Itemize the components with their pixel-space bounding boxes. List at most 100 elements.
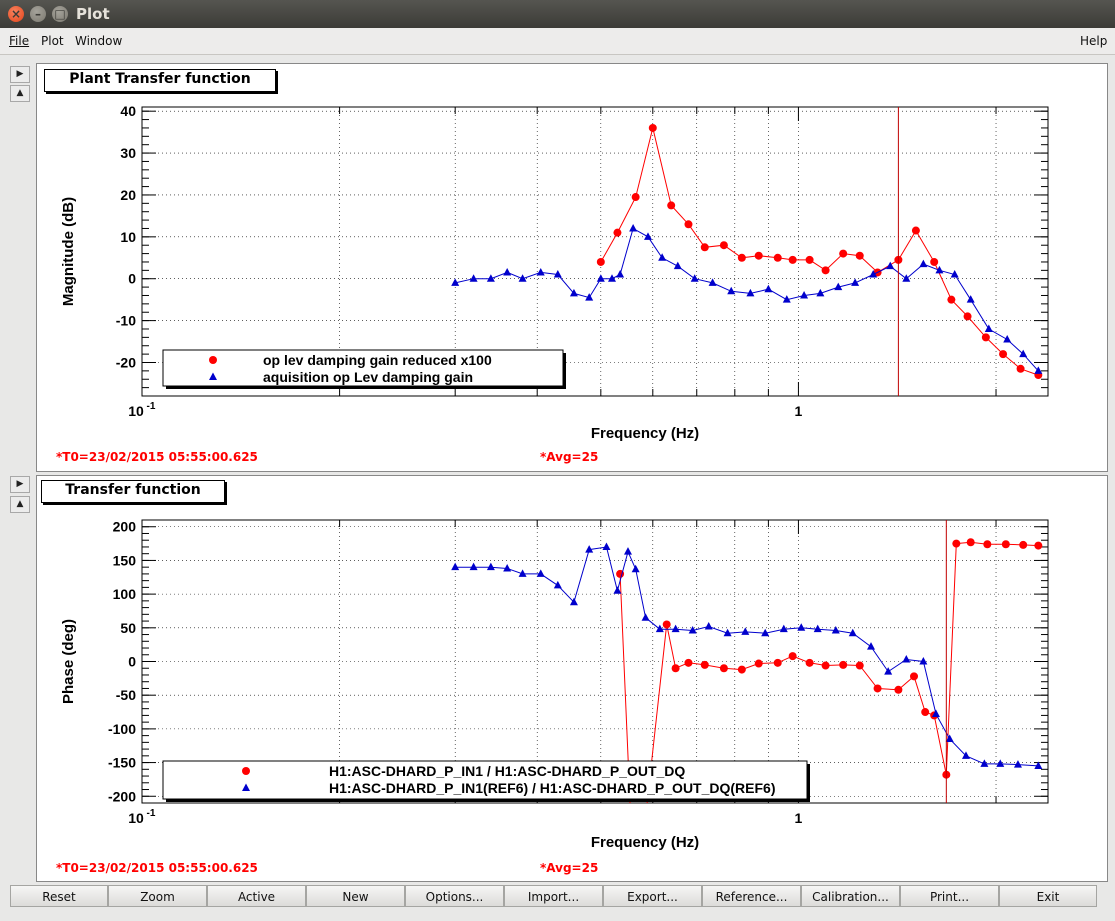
data-point (867, 642, 876, 650)
data-point (655, 624, 664, 633)
window-maximize-button[interactable]: □ (52, 6, 68, 22)
legend-label: op lev damping gain reduced x100 (263, 352, 492, 368)
data-point (684, 220, 693, 229)
pad2-expand-button[interactable]: ▶ (10, 476, 30, 493)
menu-help[interactable]: Help (1080, 34, 1107, 48)
pad1-avg-label: *Avg=25 (540, 450, 599, 464)
data-point (631, 193, 640, 202)
legend-box (162, 760, 808, 800)
legend-label: aquisition op Lev damping gain (263, 369, 473, 385)
pad2-collapse-button[interactable]: ▲ (10, 496, 30, 513)
data-point (469, 274, 478, 282)
data-point (746, 288, 755, 297)
window-close-button[interactable]: × (8, 6, 24, 22)
window-titlebar: × – □ Plot (0, 0, 1115, 28)
data-point (999, 350, 1008, 359)
data-point (945, 734, 954, 742)
reference-button[interactable]: Reference... (702, 885, 801, 907)
data-point (779, 624, 788, 633)
data-point (503, 267, 512, 276)
data-point (585, 545, 594, 553)
series-red (596, 123, 1043, 380)
new-button[interactable]: New (306, 885, 405, 907)
x-tick-exponent: -1 (147, 401, 156, 412)
pad2-title: Transfer function (41, 480, 225, 503)
y-axis: 200 150 100 50 0 -50 -100 -150 -200 (108, 519, 1048, 804)
zoom-button[interactable]: Zoom (108, 885, 207, 907)
series-blue (451, 542, 1043, 769)
y-tick-label: -100 (108, 721, 136, 737)
export-button[interactable]: Export... (603, 885, 702, 907)
legend[interactable]: H1:ASC-DHARD_P_IN1 / H1:ASC-DHARD_P_OUT_… (162, 760, 810, 802)
x-tick-label: 10 (128, 810, 144, 826)
data-point (1001, 540, 1010, 549)
data-point (764, 284, 773, 293)
x-tick-exponent: -1 (147, 808, 156, 819)
data-point (1019, 540, 1028, 549)
y-axis-label: Phase (deg) (60, 619, 77, 704)
menu-plot-label: Plot (41, 34, 64, 48)
window-minimize-button[interactable]: – (30, 6, 46, 22)
data-point (966, 295, 975, 303)
data-point (700, 660, 709, 669)
data-point (821, 661, 830, 670)
data-point (911, 226, 920, 235)
data-point (585, 293, 594, 301)
data-point (980, 759, 989, 767)
data-point (616, 270, 625, 278)
data-point (851, 278, 860, 286)
menu-window-label: Window (75, 34, 123, 48)
data-point (644, 232, 653, 240)
phase-chart[interactable]: 200 150 100 50 0 -50 -100 -150 -200 10 -1 1 Frequenc… (37, 476, 1107, 881)
data-point (688, 626, 697, 634)
data-point (607, 274, 616, 282)
y-tick-label: 150 (113, 552, 137, 568)
pad2-t0-label: *T0=23/02/2015 05:55:00.625 (56, 861, 258, 875)
menu-help-label: Help (1080, 34, 1108, 48)
data-point (469, 562, 478, 571)
series-red (616, 538, 1043, 820)
data-point (486, 562, 495, 571)
data-point (931, 709, 940, 718)
legend-label: H1:ASC-DHARD_P_IN1 / H1:ASC-DHARD_P_OUT_… (329, 763, 685, 779)
pad2-avg-label: *Avg=25 (540, 861, 599, 875)
series-blue (451, 223, 1043, 374)
legend[interactable]: op lev damping gain reduced x100aquisiti… (162, 349, 566, 389)
data-point (700, 243, 709, 252)
menu-window[interactable]: Window (75, 34, 122, 48)
data-point (1034, 366, 1043, 374)
plot-pad-1[interactable]: Plant Transfer function 40 30 20 10 0 -10 -20 1… (36, 63, 1108, 472)
x-axis-label: Frequency (Hz) (591, 425, 699, 442)
x-tick-label: 1 (795, 403, 803, 419)
plot-pad-2[interactable]: Transfer function 200 150 100 50 0 -50 -100 -15… (36, 475, 1108, 882)
data-point (834, 282, 843, 291)
data-point (952, 539, 961, 548)
data-point (690, 274, 699, 282)
data-point (667, 201, 676, 210)
data-point (1019, 349, 1028, 358)
menu-file[interactable]: File (9, 34, 29, 48)
data-point (930, 257, 939, 266)
y-tick-label: 20 (120, 187, 136, 203)
pad1-expand-button[interactable]: ▶ (10, 66, 30, 83)
data-point (1034, 541, 1043, 550)
options-button[interactable]: Options... (405, 885, 504, 907)
calibration-button[interactable]: Calibration... (801, 885, 900, 907)
exit-button[interactable]: Exit (999, 885, 1097, 907)
pad1-t0-label: *T0=23/02/2015 05:55:00.625 (56, 450, 258, 464)
menu-plot[interactable]: Plot (41, 34, 64, 48)
data-point (805, 255, 814, 264)
bottom-toolbar: Reset Zoom Active New Options... Import.… (0, 883, 1115, 921)
print-button[interactable]: Print... (900, 885, 999, 907)
data-point (642, 812, 650, 820)
active-button[interactable]: Active (207, 885, 306, 907)
import-button[interactable]: Import... (504, 885, 603, 907)
reset-button[interactable]: Reset (10, 885, 108, 907)
data-point (518, 274, 527, 282)
data-point (627, 812, 635, 820)
pad1-collapse-button[interactable]: ▲ (10, 85, 30, 102)
y-tick-label: 0 (128, 271, 136, 287)
legend-label: H1:ASC-DHARD_P_IN1(REF6) / H1:ASC-DHARD_… (329, 780, 776, 796)
data-point (848, 628, 857, 637)
